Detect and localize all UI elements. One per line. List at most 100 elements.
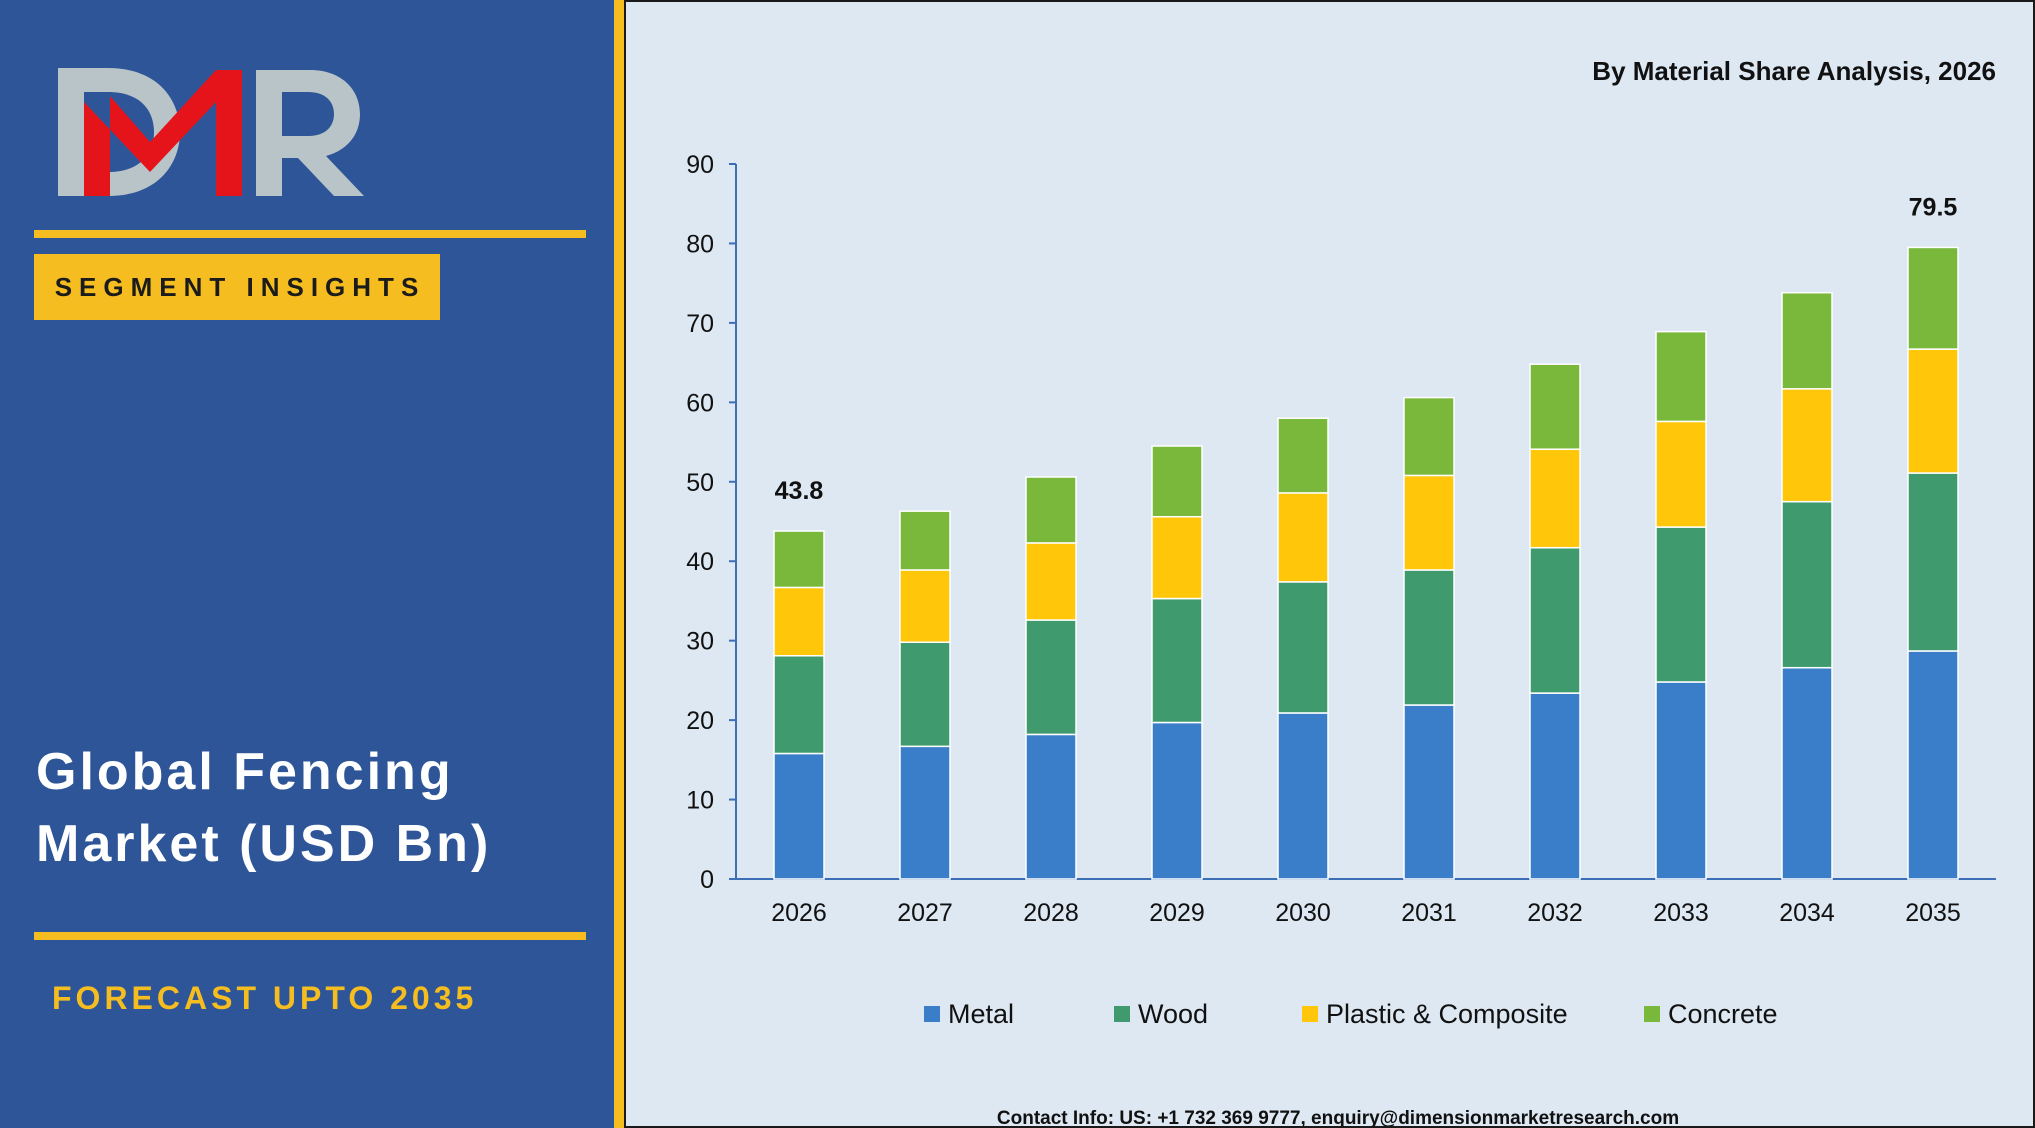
y-tick-label: 50 xyxy=(686,469,714,497)
forecast-label: FORECAST UPTO 2035 xyxy=(52,980,478,1016)
bar-segment-metal-2029 xyxy=(1151,721,1203,880)
legend-item-wood: Wood xyxy=(1114,999,1208,1029)
bar-segment-concrete-2027 xyxy=(899,510,951,571)
bar-segment-wood-2030 xyxy=(1277,581,1329,714)
legend-label: Concrete xyxy=(1668,999,1778,1029)
bar-segment-concrete-2032 xyxy=(1529,363,1581,450)
bar-segment-metal-2032 xyxy=(1529,692,1581,880)
total-label-2035: 79.5 xyxy=(1909,193,1958,221)
bar-segment-concrete-2026 xyxy=(773,530,825,589)
y-tick-label: 80 xyxy=(686,230,714,258)
bar-stack-2034 xyxy=(1781,291,1833,880)
legend-label: Metal xyxy=(948,999,1014,1029)
bar-segment-wood-2031 xyxy=(1403,569,1455,706)
market-title-line2: Market (USD Bn) xyxy=(36,815,492,873)
x-tick-label: 2033 xyxy=(1653,899,1709,927)
bar-segment-concrete-2031 xyxy=(1403,396,1455,477)
bar-segment-wood-2033 xyxy=(1655,526,1707,683)
x-tick-label: 2029 xyxy=(1149,899,1205,927)
bar-segment-concrete-2035 xyxy=(1907,246,1959,350)
bar-segment-plastic-composite-2034 xyxy=(1781,388,1833,503)
x-tick-label: 2026 xyxy=(771,899,827,927)
legend-swatch xyxy=(1302,1006,1318,1022)
bottom-gold-rule xyxy=(34,932,586,940)
bar-stack-2035 xyxy=(1907,246,1959,880)
x-tick-label: 2030 xyxy=(1275,899,1331,927)
y-tick-label: 0 xyxy=(700,866,714,894)
bar-segment-wood-2032 xyxy=(1529,546,1581,694)
bar-segment-concrete-2034 xyxy=(1781,291,1833,390)
bar-segment-metal-2028 xyxy=(1025,733,1077,880)
bar-segment-metal-2033 xyxy=(1655,681,1707,880)
bar-segment-metal-2035 xyxy=(1907,650,1959,880)
legend-item-plastic-composite: Plastic & Composite xyxy=(1302,999,1568,1029)
bar-segment-wood-2029 xyxy=(1151,597,1203,724)
x-tick-label: 2034 xyxy=(1779,899,1835,927)
bar-segment-concrete-2030 xyxy=(1277,417,1329,494)
legend-swatch xyxy=(924,1006,940,1022)
legend-swatch xyxy=(1114,1006,1130,1022)
legend-swatch xyxy=(1644,1006,1660,1022)
dmr-logo xyxy=(58,68,364,196)
x-tick-label: 2035 xyxy=(1905,899,1961,927)
y-tick-label: 30 xyxy=(686,628,714,656)
y-tick-label: 10 xyxy=(686,787,714,815)
bar-stack-2031 xyxy=(1403,396,1455,880)
bar-segment-plastic-composite-2028 xyxy=(1025,542,1077,621)
bar-stack-2028 xyxy=(1025,476,1077,880)
segment-insights-badge: SEGMENT INSIGHTS xyxy=(34,254,440,320)
bar-segment-plastic-composite-2035 xyxy=(1907,348,1959,474)
bar-segment-metal-2031 xyxy=(1403,704,1455,880)
contact-info: Contact Info: US: +1 732 369 9777, enqui… xyxy=(997,1108,1679,1126)
x-tick-label: 2028 xyxy=(1023,899,1079,927)
bar-segment-plastic-composite-2032 xyxy=(1529,448,1581,549)
bar-segment-concrete-2033 xyxy=(1655,330,1707,423)
y-tick-label: 70 xyxy=(686,310,714,338)
bar-segment-metal-2030 xyxy=(1277,712,1329,880)
market-title: Global Fencing Market (USD Bn) xyxy=(36,736,596,880)
bar-segment-plastic-composite-2030 xyxy=(1277,492,1329,583)
bar-stack-2026 xyxy=(773,530,825,880)
bar-stack-2027 xyxy=(899,510,951,880)
total-label-2026: 43.8 xyxy=(775,477,824,505)
bar-segment-wood-2028 xyxy=(1025,619,1077,736)
bar-stack-2030 xyxy=(1277,417,1329,880)
y-tick-label: 20 xyxy=(686,707,714,735)
x-tick-label: 2032 xyxy=(1527,899,1583,927)
market-title-line1: Global Fencing xyxy=(36,743,454,801)
y-tick-label: 40 xyxy=(686,548,714,576)
legend-label: Plastic & Composite xyxy=(1326,999,1568,1029)
x-tick-label: 2027 xyxy=(897,899,953,927)
bar-segment-plastic-composite-2027 xyxy=(899,569,951,644)
bar-segment-plastic-composite-2033 xyxy=(1655,420,1707,528)
bar-segment-concrete-2029 xyxy=(1151,445,1203,518)
bar-segment-plastic-composite-2026 xyxy=(773,586,825,657)
panel-divider xyxy=(614,0,624,1128)
bar-segment-wood-2027 xyxy=(899,641,951,748)
bar-segment-plastic-composite-2029 xyxy=(1151,515,1203,600)
chart-total-labels: 43.8 79.5 xyxy=(775,193,1958,505)
top-gold-rule xyxy=(34,230,586,238)
bar-segment-wood-2035 xyxy=(1907,472,1959,652)
logo-letter-m xyxy=(84,70,242,196)
legend-item-metal: Metal xyxy=(924,999,1014,1029)
chart-bars xyxy=(773,246,1959,880)
legend-item-concrete: Concrete xyxy=(1644,999,1778,1029)
logo-letter-r xyxy=(256,70,364,196)
bar-stack-2029 xyxy=(1151,445,1203,880)
y-tick-label: 60 xyxy=(686,389,714,417)
bar-segment-plastic-composite-2031 xyxy=(1403,474,1455,571)
y-tick-label: 90 xyxy=(686,151,714,179)
bar-segment-wood-2026 xyxy=(773,655,825,755)
legend-label: Wood xyxy=(1138,999,1208,1029)
bar-segment-metal-2027 xyxy=(899,745,951,880)
bar-segment-concrete-2028 xyxy=(1025,476,1077,544)
bar-segment-metal-2026 xyxy=(773,752,825,880)
chart-legend: Metal Wood Plastic & Composite Concrete xyxy=(924,999,1778,1029)
x-tick-label: 2031 xyxy=(1401,899,1457,927)
bar-segment-metal-2034 xyxy=(1781,666,1833,880)
chart-title: By Material Share Analysis, 2026 xyxy=(1592,56,1996,86)
stacked-bar-chart: By Material Share Analysis, 2026 0102030… xyxy=(686,56,1996,1126)
bar-segment-wood-2034 xyxy=(1781,500,1833,669)
